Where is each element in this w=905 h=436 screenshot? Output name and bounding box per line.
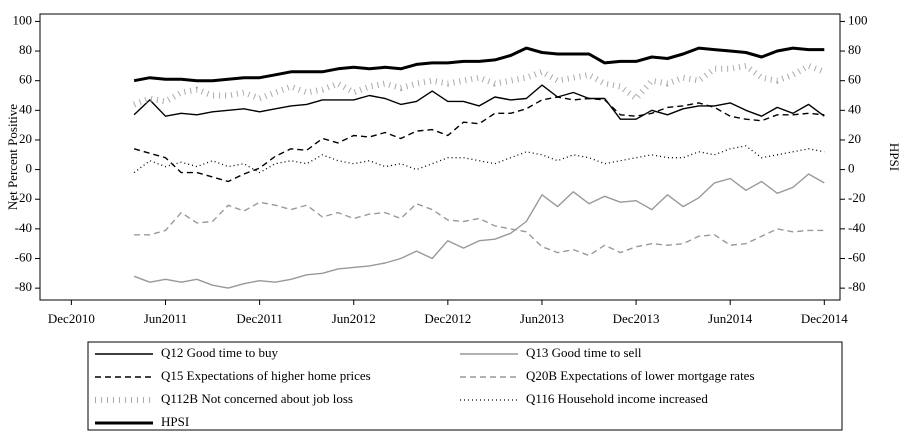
y-axis-title: Net Percent Positive [5, 104, 20, 210]
legend-label: Q13 Good time to sell [526, 345, 642, 360]
y-tick-label: 40 [19, 101, 32, 116]
legend-label: HPSI [161, 414, 189, 429]
y2-tick-label: 40 [848, 101, 861, 116]
y-tick-label: 0 [26, 161, 33, 176]
legend-label: Q20B Expectations of lower mortgage rate… [526, 368, 755, 383]
y-tick-label: 80 [19, 42, 32, 57]
series-line [133, 173, 825, 289]
y2-tick-label: -80 [848, 279, 865, 294]
y-tick-label: -40 [15, 220, 32, 235]
y-tick-label: 20 [19, 131, 32, 146]
y-tick-label: 60 [19, 72, 32, 87]
y2-tick-label: 100 [848, 12, 868, 27]
y2-tick-label: -40 [848, 220, 865, 235]
y-tick-label: -60 [15, 249, 32, 264]
series-line [133, 62, 826, 108]
x-tick-label: Dec2012 [424, 311, 471, 326]
y2-tick-label: 20 [848, 131, 861, 146]
series-line [134, 201, 825, 257]
y2-tick-label: 60 [848, 72, 861, 87]
x-tick-label: Jun2014 [708, 311, 753, 326]
x-tick-label: Jun2012 [332, 311, 376, 326]
legend-label: Q12 Good time to buy [161, 345, 278, 360]
x-tick-label: Jun2011 [144, 311, 188, 326]
series-line [133, 145, 825, 174]
y2-tick-label: -60 [848, 249, 865, 264]
legend-label: Q112B Not concerned about job loss [161, 391, 353, 406]
y2-tick-label: 80 [848, 42, 861, 57]
y2-axis-title: HPSI [887, 143, 902, 171]
x-tick-label: Dec2011 [236, 311, 282, 326]
legend-label: Q15 Expectations of higher home prices [161, 368, 371, 383]
x-tick-label: Jun2013 [520, 311, 564, 326]
y2-tick-label: 0 [848, 161, 855, 176]
plot-frame [39, 13, 841, 301]
x-tick-label: Dec2010 [48, 311, 95, 326]
y2-tick-label: -20 [848, 190, 865, 205]
legend-label: Q116 Household income increased [526, 391, 708, 406]
series-line [133, 46, 825, 83]
x-tick-label: Dec2013 [613, 311, 660, 326]
y-tick-label: -20 [15, 190, 32, 205]
series-line [133, 84, 825, 120]
series-line [133, 96, 825, 183]
y-tick-label: 100 [13, 12, 33, 27]
y-tick-label: -80 [15, 279, 32, 294]
legend-frame [87, 341, 843, 431]
x-tick-label: Dec2014 [801, 311, 848, 326]
